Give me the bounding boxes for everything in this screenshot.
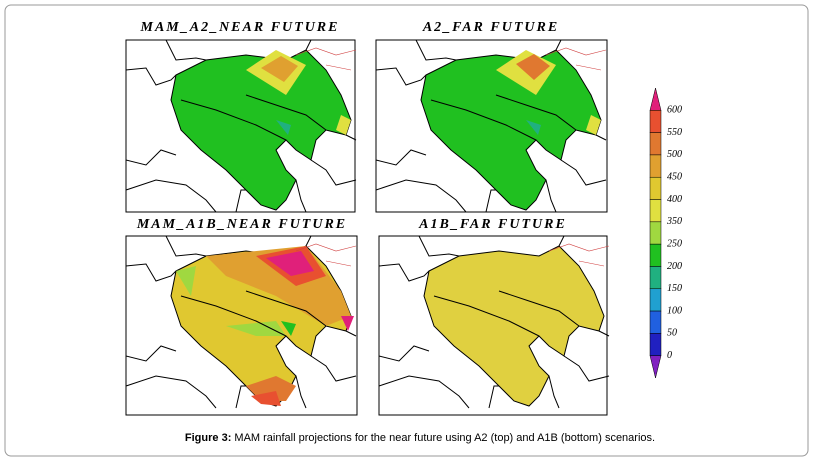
colorbar-segment — [649, 199, 662, 223]
caption-label: Figure 3: — [185, 432, 231, 444]
map-panel — [125, 235, 358, 416]
colorbar-label: 500 — [667, 149, 682, 160]
colorbar-segment — [649, 221, 662, 245]
panel-title: MAM_A2_NEAR FUTURE — [140, 20, 340, 35]
colorbar-segment — [649, 310, 662, 334]
map-panel — [378, 235, 610, 416]
colorbar-segment — [649, 288, 662, 312]
colorbar-label: 400 — [667, 194, 682, 205]
colorbar-label: 350 — [666, 216, 682, 227]
panel-title: MAM_A1B_NEAR FUTURE — [136, 217, 347, 232]
colorbar-label: 50 — [667, 328, 677, 339]
colorbar-label: 150 — [667, 283, 682, 294]
caption: Figure 3: MAM rainfall projections for t… — [185, 432, 655, 444]
colorbar-segment — [649, 154, 662, 178]
colorbar-segment — [649, 176, 662, 200]
panel-title: A2_FAR FUTURE — [422, 20, 559, 35]
colorbar-label: 550 — [667, 127, 682, 138]
colorbar-label: 100 — [667, 305, 682, 316]
colorbar-label: 600 — [667, 105, 682, 116]
colorbar-label: 200 — [667, 261, 682, 272]
colorbar-segment — [649, 355, 662, 379]
colorbar-segment — [649, 87, 662, 111]
colorbar-label: 450 — [667, 172, 682, 183]
map-panel — [375, 39, 608, 213]
frame — [4, 4, 809, 457]
colorbar-label: 250 — [667, 238, 682, 249]
panel-title: A1B_FAR FUTURE — [418, 217, 567, 232]
caption-text: MAM rainfall projections for the near fu… — [234, 432, 655, 444]
colorbar-segment — [649, 110, 662, 133]
colorbar-segment — [649, 266, 662, 290]
map-panel — [125, 39, 357, 213]
colorbar-segment — [649, 333, 662, 356]
colorbar-segment — [649, 132, 662, 156]
colorbar-segment — [649, 243, 662, 267]
colorbar-label: 0 — [667, 350, 672, 361]
